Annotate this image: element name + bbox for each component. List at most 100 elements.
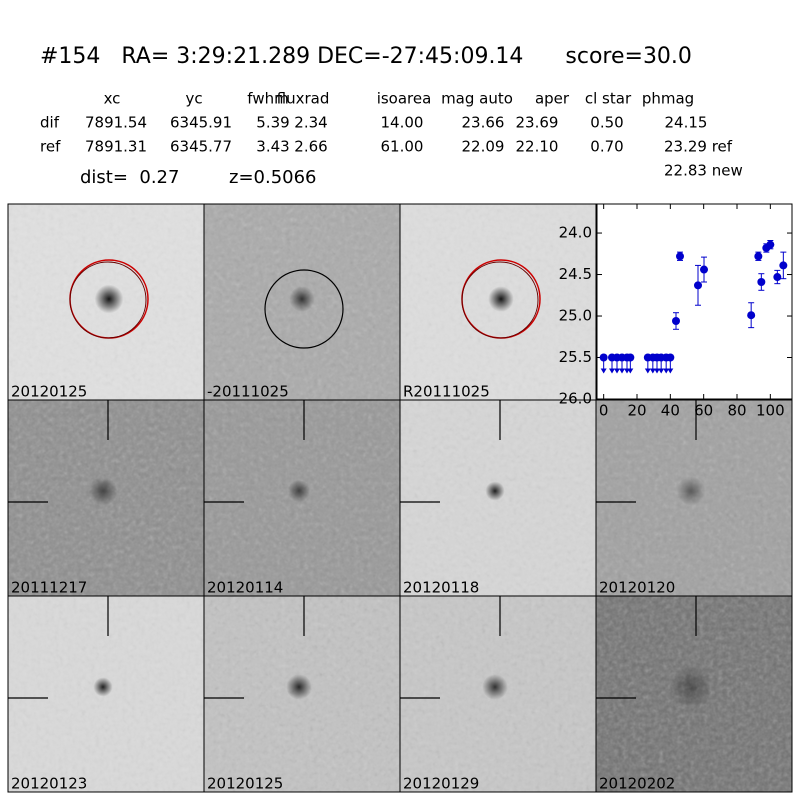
table-cell: 23.69	[516, 114, 559, 132]
source-blob	[482, 674, 508, 700]
row-label: ref	[40, 138, 61, 156]
column-header: fluxrad	[277, 90, 330, 108]
table-cell: 6345.91	[170, 114, 232, 132]
column-header: xc	[104, 90, 121, 108]
upper-limit-head	[627, 368, 634, 374]
upper-limit-head	[654, 368, 660, 374]
table-cell: 2.34	[294, 114, 327, 132]
x-tick-label: 80	[727, 402, 746, 420]
y-tick-label: 26.0	[559, 390, 592, 408]
upper-limit-head	[649, 368, 656, 374]
stamp-panel: 20120114	[203, 399, 401, 597]
panel-label: 20120123	[11, 775, 87, 793]
data-point	[672, 317, 680, 325]
upper-limit-head	[644, 368, 651, 374]
stamp-panel: 20120123	[7, 595, 205, 793]
panel-label: 20120118	[403, 579, 479, 597]
stamp-panel: 20120202	[595, 595, 793, 793]
source-blob	[289, 286, 315, 312]
column-header: yc	[185, 90, 202, 108]
table-cell: 22.09	[462, 138, 505, 156]
stamp-panel: 20120129	[399, 595, 597, 793]
source-blob	[287, 479, 311, 503]
source-blob	[286, 674, 312, 700]
stamp-panel: R20111025	[399, 203, 597, 401]
source-blob	[485, 481, 505, 501]
stamp-panel: 20120125	[203, 595, 401, 793]
stamp-panel: 20120125	[7, 203, 205, 401]
panel-label: 20120114	[207, 579, 283, 597]
data-point	[694, 281, 702, 290]
table-cell: 61.00	[381, 138, 424, 156]
upper-limit-head	[667, 368, 674, 374]
data-point	[626, 353, 635, 362]
x-tick-label: 60	[694, 402, 713, 420]
new-mag: 22.83 new	[664, 162, 743, 180]
table-cell: 7891.54	[85, 114, 147, 132]
panel-label: 20120120	[599, 579, 675, 597]
aperture-circle	[69, 261, 147, 339]
table-cell: 3.43	[256, 138, 289, 156]
data-point	[754, 252, 763, 261]
redshift: z=0.5066	[229, 167, 317, 188]
panel-label: 20120129	[403, 775, 479, 793]
upper-limit-head	[663, 368, 670, 374]
data-point	[773, 273, 782, 282]
upper-limit-head	[658, 368, 665, 374]
panel-label: 20120202	[599, 775, 675, 793]
table-cell: 2.66	[294, 138, 327, 156]
table-cell: 22.10	[516, 138, 559, 156]
x-tick-label: 20	[627, 402, 646, 420]
source-blob	[94, 284, 124, 314]
data-point	[747, 311, 756, 320]
y-tick-label: 25.0	[559, 307, 592, 325]
data-point	[766, 240, 775, 249]
column-header: cl star	[585, 90, 632, 108]
panel-label: -20111025	[207, 383, 289, 401]
source-blob	[488, 286, 514, 312]
x-tick-label: 0	[599, 402, 609, 420]
table-cell: 0.70	[590, 138, 623, 156]
panel-label: R20111025	[403, 383, 490, 401]
upper-limit-head	[600, 368, 607, 374]
source-blob	[668, 664, 714, 710]
y-tick-label: 25.5	[559, 348, 592, 366]
column-header: fwhm	[247, 90, 288, 108]
header-title: #154 RA= 3:29:21.289 DEC=-27:45:09.14 sc…	[40, 44, 692, 69]
table-cell: 24.15	[665, 114, 708, 132]
column-header: aper	[535, 90, 570, 108]
distance: dist= 0.27	[80, 167, 179, 188]
stamp-panel: 20120120	[595, 399, 793, 597]
data-point	[676, 252, 684, 261]
column-header: phmag	[642, 90, 694, 108]
panel-label: 20120125	[207, 775, 283, 793]
x-tick-label: 100	[756, 402, 785, 420]
stamp-panel: 20120118	[399, 399, 597, 597]
panel-label: 20111217	[11, 579, 87, 597]
plot-area	[596, 203, 793, 400]
upper-limit-head	[609, 368, 615, 374]
stamp-panel: -20111025	[203, 203, 401, 401]
data-point	[779, 261, 788, 270]
stamp-panel: 20111217	[7, 399, 205, 597]
table-cell: 0.50	[590, 114, 623, 132]
data-point	[599, 353, 608, 362]
table-cell: 14.00	[381, 114, 424, 132]
panel-frame	[595, 595, 793, 793]
table-cell: 23.29 ref	[664, 138, 733, 156]
panel-label: 20120125	[11, 383, 87, 401]
table-cell: 7891.31	[85, 138, 147, 156]
x-tick-label: 40	[661, 402, 680, 420]
aperture-circle	[264, 269, 344, 349]
aperture-circle	[461, 261, 539, 339]
y-tick-label: 24.0	[559, 224, 592, 242]
source-blob	[88, 476, 118, 506]
column-header: isoarea	[377, 90, 432, 108]
upper-limit-head	[619, 368, 625, 374]
table-cell: 5.39	[256, 114, 289, 132]
y-tick-label: 24.5	[559, 265, 592, 283]
row-label: dif	[40, 114, 60, 132]
source-blob	[676, 476, 706, 506]
data-point	[666, 353, 675, 362]
